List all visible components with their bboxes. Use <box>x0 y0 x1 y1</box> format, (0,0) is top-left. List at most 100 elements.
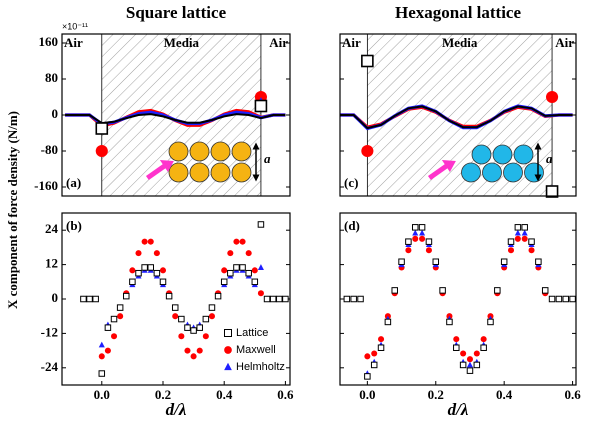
exponent-label: ×10⁻¹¹ <box>62 21 88 31</box>
series-line <box>340 105 573 130</box>
marker-circle <box>159 267 167 274</box>
marker-square <box>190 327 197 334</box>
marker-square <box>233 264 240 271</box>
marker-square <box>245 269 252 277</box>
marker-square <box>129 278 136 286</box>
marker-circle <box>208 313 215 320</box>
marker-circle <box>196 347 203 354</box>
marker-square <box>178 315 185 323</box>
marker-circle <box>473 350 480 357</box>
marker-square <box>466 367 474 374</box>
inset-particle <box>492 144 513 165</box>
marker-square <box>282 295 289 303</box>
marker-square <box>165 292 173 300</box>
marker-circle <box>412 235 419 242</box>
marker-square <box>343 295 351 303</box>
marker-square <box>92 295 99 303</box>
y-tick-label: 0 <box>52 290 59 305</box>
inset-arrow-head <box>441 160 456 172</box>
marker-triangle <box>521 229 528 236</box>
region-label: Air <box>64 35 83 50</box>
marker-square <box>473 361 481 369</box>
marker-circle <box>364 353 371 360</box>
marker-square <box>208 304 216 311</box>
marker-square <box>202 315 210 323</box>
marker-square <box>135 269 142 277</box>
marker-square <box>251 278 259 286</box>
marker-circle <box>129 267 136 274</box>
marker-square <box>391 287 398 294</box>
region-label: Air <box>342 35 361 50</box>
marker-circle <box>117 313 124 320</box>
marker-circle <box>425 247 432 254</box>
marker-square <box>214 292 222 300</box>
marker-circle <box>371 350 378 357</box>
marker-circle <box>202 333 209 340</box>
inset-particle <box>189 162 210 183</box>
marker-square <box>487 318 494 326</box>
marker-square <box>141 264 148 271</box>
marker-square <box>364 373 371 380</box>
marker-square <box>528 238 535 245</box>
inset-label: a <box>264 151 271 166</box>
marker-circle <box>521 235 528 242</box>
inset-spacing-head <box>252 174 260 182</box>
marker-square <box>411 224 419 231</box>
legend-label: Helmholtz <box>236 361 285 373</box>
inset-particle <box>482 162 502 183</box>
marker-circle <box>361 144 374 158</box>
marker-circle <box>147 238 154 245</box>
marker-circle <box>419 235 426 242</box>
marker-square <box>521 224 528 231</box>
marker-triangle <box>466 361 473 368</box>
inset-particle <box>231 162 252 183</box>
x-axis-label: d/λ <box>166 400 187 419</box>
marker-square <box>562 295 569 303</box>
marker-circle <box>221 267 228 274</box>
marker-square <box>159 278 167 286</box>
y-tick-label: -160 <box>34 178 58 193</box>
legend-label: Maxwell <box>236 344 276 356</box>
x-tick-label: 0.2 <box>155 387 171 402</box>
marker-square <box>377 344 385 351</box>
marker-square <box>405 238 412 245</box>
marker-square <box>494 287 501 294</box>
inset-spacing-head <box>534 142 542 150</box>
marker-circle <box>251 267 258 274</box>
marker-square <box>110 315 118 323</box>
marker-square <box>350 295 357 303</box>
marker-circle <box>546 90 559 104</box>
marker-circle <box>453 336 460 343</box>
marker-square <box>239 264 246 271</box>
marker-square <box>153 269 161 277</box>
column-title: Square lattice <box>126 3 227 22</box>
y-tick-label: 24 <box>45 221 59 236</box>
marker-square <box>98 370 106 377</box>
marker-square <box>361 54 374 68</box>
region-label: Air <box>555 35 574 50</box>
marker-square <box>357 295 364 303</box>
x-tick-label: 0.0 <box>359 387 375 402</box>
marker-square <box>459 361 467 369</box>
legend-label: Lattice <box>236 327 268 339</box>
legend-marker <box>224 362 232 371</box>
y-tick-label: -24 <box>41 359 59 374</box>
marker-square <box>227 269 234 277</box>
marker-triangle <box>257 264 264 270</box>
marker-square <box>548 295 556 303</box>
marker-circle <box>378 336 385 343</box>
inset-spacing-head <box>252 142 260 150</box>
inset-particle <box>210 162 231 183</box>
marker-square <box>569 295 576 303</box>
inset-particle <box>524 162 544 183</box>
x-tick-label: 0.4 <box>496 387 513 402</box>
marker-square <box>80 295 87 303</box>
marker-square <box>418 224 426 231</box>
region-label: Media <box>442 35 478 50</box>
marker-square <box>446 318 453 326</box>
inset-spacing-head <box>534 174 542 182</box>
marker-square <box>257 221 265 228</box>
marker-square <box>86 295 93 303</box>
marker-square <box>171 304 179 311</box>
marker-triangle <box>98 341 105 348</box>
